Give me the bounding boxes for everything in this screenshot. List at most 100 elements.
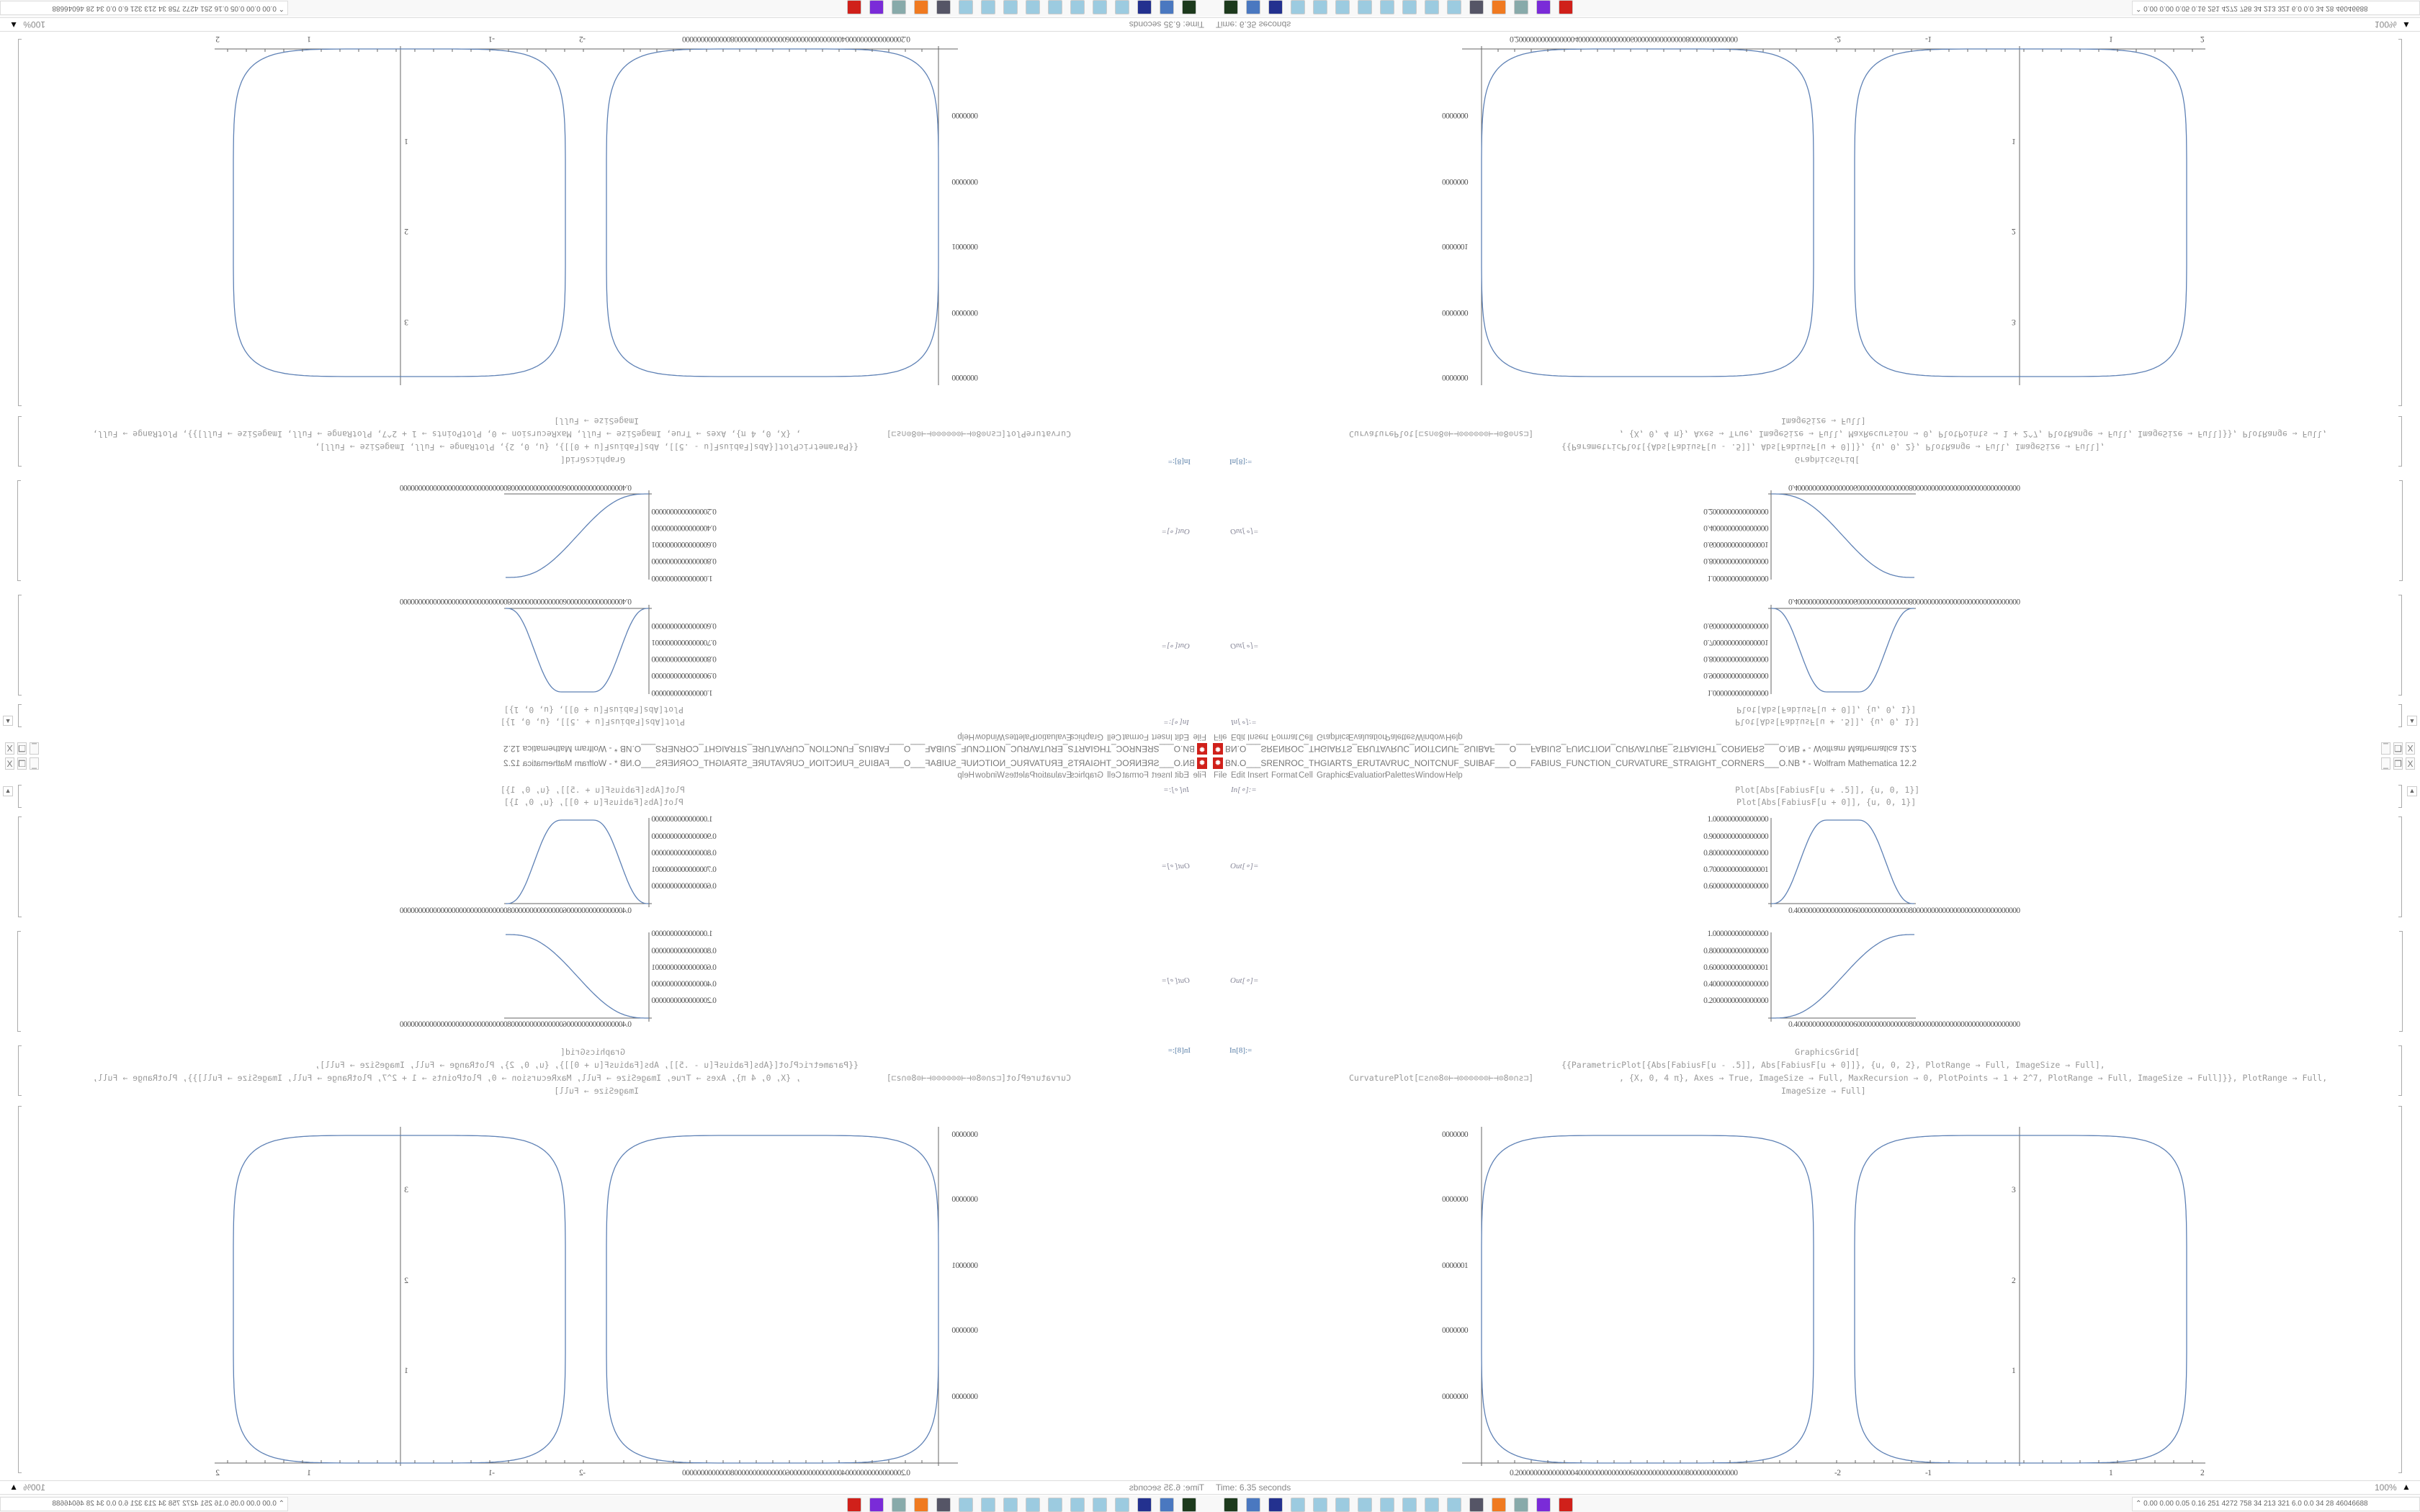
- notepad-icon[interactable]: [1115, 0, 1129, 14]
- mathematica-icon[interactable]: [847, 1498, 861, 1512]
- menu-format[interactable]: Format: [1271, 771, 1298, 780]
- notepad-icon[interactable]: [1070, 1498, 1085, 1512]
- notepad-icon[interactable]: [959, 1498, 973, 1512]
- webcam-icon[interactable]: [936, 0, 951, 14]
- notepad-icon[interactable]: [1425, 0, 1439, 14]
- webcam-icon[interactable]: [1469, 0, 1484, 14]
- notepad-icon[interactable]: [1425, 1498, 1439, 1512]
- menu-insert[interactable]: Insert: [1247, 771, 1268, 780]
- purple-app-icon[interactable]: [1536, 0, 1551, 14]
- zoom-arrow-icon[interactable]: ▲: [9, 1482, 18, 1492]
- restore-button[interactable]: ❐: [2393, 757, 2403, 770]
- purple-app-icon[interactable]: [869, 0, 884, 14]
- notepad-icon[interactable]: [1291, 0, 1305, 14]
- code-line[interactable]: CurvaturePlot[⊏ƨ∩⊙8⊙⊢⊣⊙⊙⊙⊙⊙⊙⊢⊣⊙8⊙∩ƨ⊐]: [1349, 1073, 1534, 1083]
- floppy-icon[interactable]: [1268, 1498, 1283, 1512]
- monitor-icon[interactable]: [1246, 1498, 1260, 1512]
- zoom-arrow-icon[interactable]: ▲: [2402, 1482, 2411, 1492]
- monitor-icon[interactable]: [1246, 0, 1260, 14]
- notepad-icon[interactable]: [959, 0, 973, 14]
- menu-file[interactable]: File: [1214, 771, 1227, 780]
- notepad-icon[interactable]: [1358, 0, 1372, 14]
- zoom-arrow-icon[interactable]: ▲: [2402, 20, 2411, 30]
- notepad-icon[interactable]: [1026, 0, 1040, 14]
- tray-expand-icon[interactable]: ⌃: [276, 1500, 284, 1508]
- terminal-icon[interactable]: [1224, 1498, 1238, 1512]
- mathematica-icon[interactable]: [1559, 0, 1573, 14]
- firefox-icon[interactable]: [1492, 1498, 1506, 1512]
- firefox-icon[interactable]: [914, 0, 928, 14]
- notepad-icon[interactable]: [1093, 0, 1107, 14]
- notepad-icon[interactable]: [1093, 1498, 1107, 1512]
- code-line[interactable]: {{ParametricPlot[{Abs[FabiusF[u - .5]], …: [1561, 1060, 2105, 1070]
- notepad-icon[interactable]: [1026, 1498, 1040, 1512]
- notepad-icon[interactable]: [1070, 0, 1085, 14]
- menu-help[interactable]: Help: [1446, 771, 1463, 780]
- code-line[interactable]: GraphicsGrid[: [1795, 1047, 1860, 1057]
- notepad-icon[interactable]: [1447, 1498, 1461, 1512]
- notepad-icon[interactable]: [1313, 1498, 1327, 1512]
- firefox-icon[interactable]: [1492, 0, 1506, 14]
- notepad-icon[interactable]: [1048, 1498, 1062, 1512]
- notepad-icon[interactable]: [1291, 1498, 1305, 1512]
- notepad-icon[interactable]: [1003, 1498, 1018, 1512]
- terminal-icon[interactable]: [1182, 1498, 1196, 1512]
- code-line[interactable]: , {X, 0, 4 π}, Axes → True, ImageSize → …: [1619, 1073, 2328, 1083]
- notepad-icon[interactable]: [1402, 0, 1417, 14]
- code-line[interactable]: ImageSize → Full]: [1781, 1086, 1866, 1096]
- scroll-up-button[interactable]: ▲: [2407, 786, 2417, 796]
- code-line[interactable]: Plot[Abs[FabiusF[u + 0]], {u, 0, 1}]: [1736, 797, 1917, 807]
- firefox-icon[interactable]: [914, 1498, 928, 1512]
- notepad-icon[interactable]: [1380, 1498, 1394, 1512]
- cell-bracket[interactable]: [2398, 1106, 2402, 1473]
- notepad-icon[interactable]: [981, 1498, 995, 1512]
- zoom-arrow-icon[interactable]: ▲: [9, 20, 18, 30]
- purple-app-icon[interactable]: [869, 1498, 884, 1512]
- notepad-icon[interactable]: [981, 0, 995, 14]
- document-icon[interactable]: [1514, 0, 1528, 14]
- zoom-level[interactable]: 100%: [2375, 19, 2397, 30]
- cell-bracket[interactable]: [2399, 931, 2403, 1032]
- purple-app-icon[interactable]: [1536, 1498, 1551, 1512]
- menu-cell[interactable]: Cell: [1299, 771, 1313, 780]
- notepad-icon[interactable]: [1003, 0, 1018, 14]
- floppy-icon[interactable]: [1268, 0, 1283, 14]
- menu-graphics[interactable]: Graphics: [1317, 771, 1350, 780]
- monitor-icon[interactable]: [1160, 0, 1174, 14]
- mathematica-icon[interactable]: [1559, 1498, 1573, 1512]
- notepad-icon[interactable]: [1335, 1498, 1350, 1512]
- tray-expand-icon[interactable]: ⌃: [2136, 1500, 2144, 1508]
- notepad-icon[interactable]: [1358, 1498, 1372, 1512]
- zoom-level[interactable]: 100%: [23, 19, 45, 30]
- menu-evaluation[interactable]: Evaluation: [1348, 771, 1387, 780]
- monitor-icon[interactable]: [1160, 1498, 1174, 1512]
- cell-bracket[interactable]: [2398, 785, 2402, 808]
- menu-window[interactable]: Window: [1415, 771, 1445, 780]
- document-icon[interactable]: [1514, 1498, 1528, 1512]
- menu-palettes[interactable]: Palettes: [1385, 771, 1415, 780]
- notepad-icon[interactable]: [1313, 0, 1327, 14]
- cell-bracket[interactable]: [2398, 816, 2402, 917]
- notepad-icon[interactable]: [1402, 1498, 1417, 1512]
- mathematica-icon[interactable]: [847, 0, 861, 14]
- close-button[interactable]: X: [2406, 757, 2415, 770]
- document-icon[interactable]: [892, 1498, 906, 1512]
- notepad-icon[interactable]: [1115, 1498, 1129, 1512]
- zoom-level[interactable]: 100%: [23, 1482, 45, 1493]
- notepad-icon[interactable]: [1447, 0, 1461, 14]
- webcam-icon[interactable]: [1469, 1498, 1484, 1512]
- webcam-icon[interactable]: [936, 1498, 951, 1512]
- tray-expand-icon[interactable]: ⌃: [276, 4, 284, 12]
- floppy-icon[interactable]: [1137, 0, 1152, 14]
- terminal-icon[interactable]: [1224, 0, 1238, 14]
- code-line[interactable]: Plot[Abs[FabiusF[u + .5]], {u, 0, 1}]: [1735, 785, 1920, 795]
- tray-expand-icon[interactable]: ⌃: [2136, 4, 2144, 12]
- floppy-icon[interactable]: [1137, 1498, 1152, 1512]
- cell-bracket[interactable]: [2398, 1045, 2402, 1096]
- minimize-button[interactable]: _: [2381, 757, 2390, 770]
- terminal-icon[interactable]: [1182, 0, 1196, 14]
- notepad-icon[interactable]: [1380, 0, 1394, 14]
- notepad-icon[interactable]: [1335, 0, 1350, 14]
- zoom-level[interactable]: 100%: [2375, 1482, 2397, 1493]
- menu-edit[interactable]: Edit: [1231, 771, 1245, 780]
